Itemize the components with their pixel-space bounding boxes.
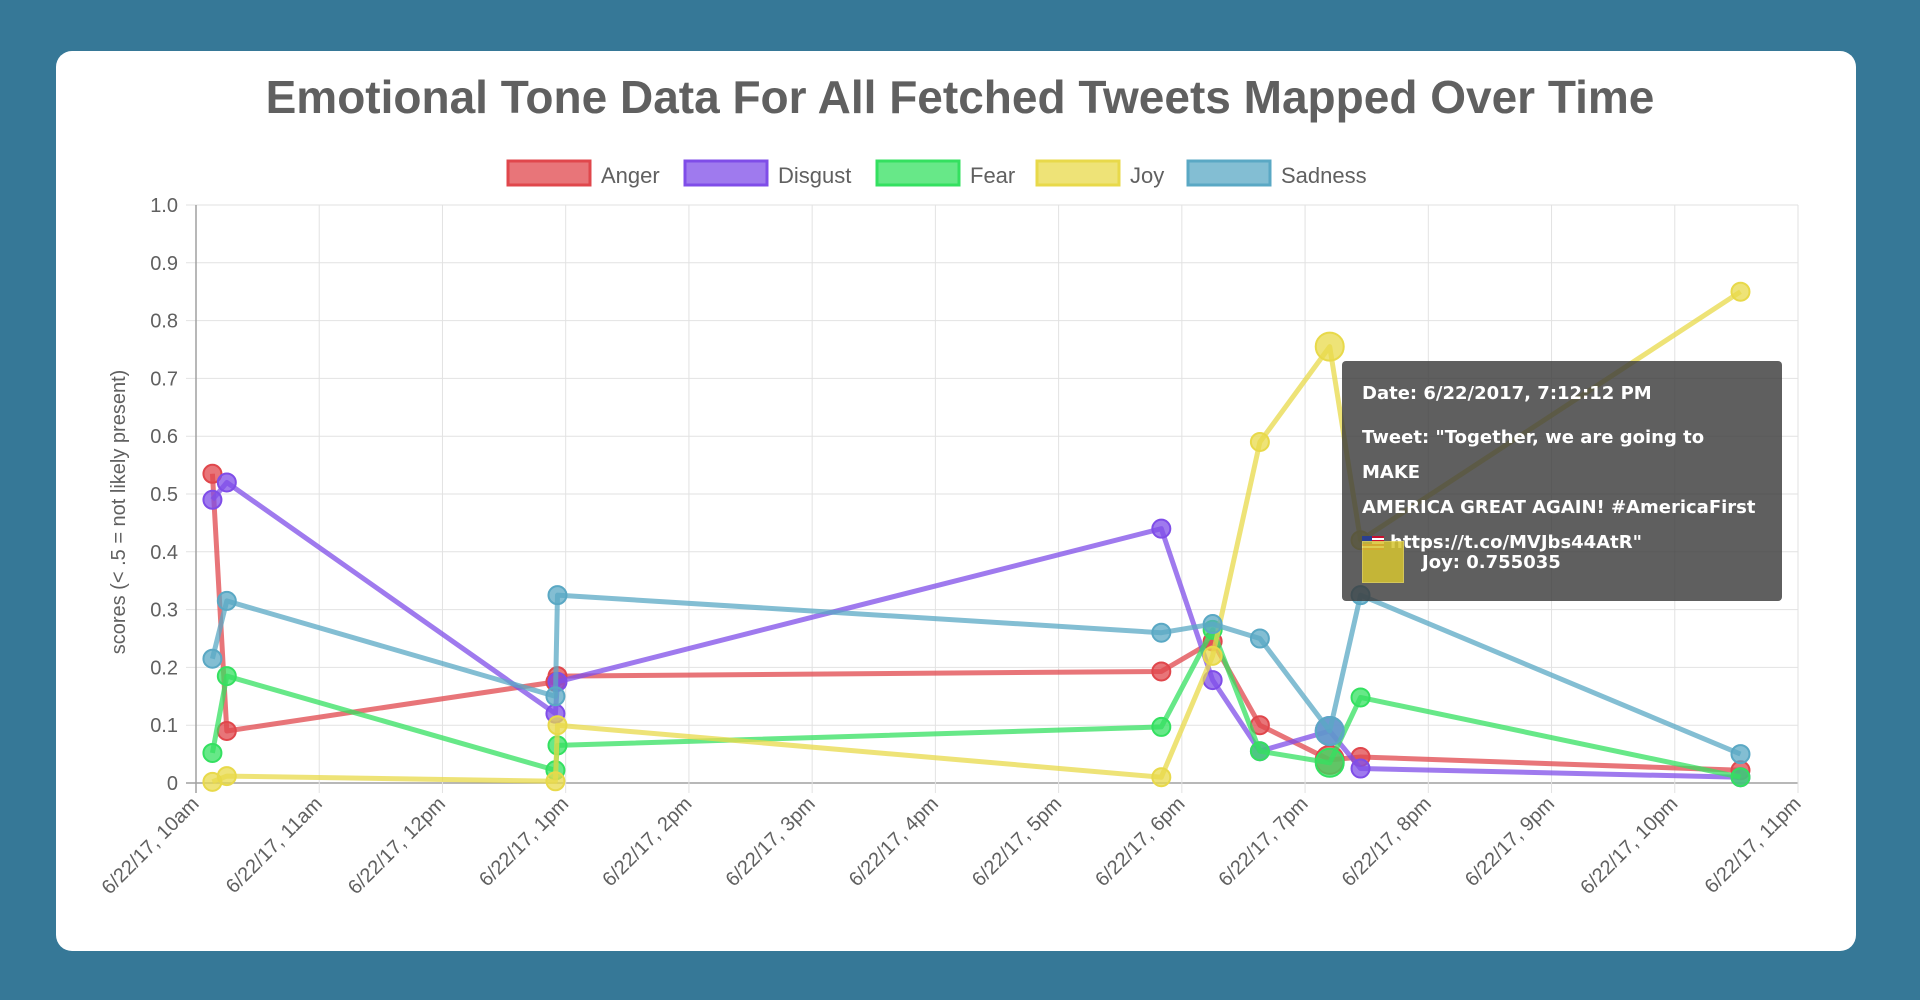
data-point[interactable] [1350,758,1371,779]
data-point[interactable] [202,489,223,510]
legend-swatch [506,159,592,187]
x-tick-label: 6/22/17, 3pm [722,793,820,891]
tooltip-link: https://t.co/MVJbs44AtR" [1390,532,1642,553]
y-tick-label: 0.7 [150,368,178,390]
data-point[interactable] [545,771,566,792]
chart-title: Emotional Tone Data For All Fetched Twee… [265,71,1655,123]
data-point[interactable] [1249,741,1270,762]
x-tick-label: 6/22/17, 10pm [1576,793,1682,899]
tooltip-date: Date: 6/22/2017, 7:12:12 PM [1362,383,1652,404]
chart-legend[interactable]: Anger Disgust Fear Joy Sadness [506,159,1367,188]
legend-item-sadness[interactable]: Sadness [1186,159,1367,188]
series-line [210,479,1741,780]
series-sadness[interactable] [202,585,1751,765]
data-point[interactable] [1249,431,1270,452]
tooltip-tweet: Tweet: "Together, we are going to MAKE A… [1362,427,1756,518]
data-point[interactable] [1314,747,1345,778]
legend-swatch [683,159,769,187]
data-point[interactable] [1730,744,1751,765]
x-tick-label: 6/22/17, 4pm [845,793,943,891]
data-point[interactable] [1730,281,1751,302]
data-point[interactable] [202,463,223,484]
y-tick-label: 0.9 [150,253,178,275]
data-point[interactable] [1249,628,1270,649]
legend-item-joy[interactable]: Joy [1035,159,1164,188]
legend-label: Joy [1130,163,1164,188]
legend-label: Fear [970,163,1015,188]
y-tick-label: 0.2 [150,657,178,679]
y-tick-label: 0.8 [150,311,178,333]
x-tick-label: 6/22/17, 9pm [1461,793,1559,891]
data-point[interactable] [1151,622,1172,643]
series-line [209,473,1741,773]
x-tick-label: 6/22/17, 12pm [344,793,450,899]
data-point[interactable] [216,766,237,787]
y-tick-label: 1.0 [150,195,178,217]
data-point[interactable] [216,720,237,741]
data-point[interactable] [1202,614,1223,635]
x-tick-label: 6/22/17, 10am [98,793,204,899]
legend-item-fear[interactable]: Fear [875,159,1015,188]
legend-swatch [1186,159,1272,187]
x-tick-label: 6/22/17, 11am [222,793,327,898]
x-tick-label: 6/22/17, 1pm [475,793,573,891]
legend-item-anger[interactable]: Anger [506,159,660,188]
data-tooltip: Date: 6/22/2017, 7:12:12 PM Tweet: "Toge… [1342,361,1782,601]
data-point[interactable] [202,648,223,669]
y-tick-label: 0 [167,773,178,795]
tooltip-swatch [1362,541,1404,583]
data-point[interactable] [545,686,566,707]
data-point[interactable] [1202,645,1223,666]
x-tick-label: 6/22/17, 6pm [1091,793,1189,891]
data-point[interactable] [1151,518,1172,539]
y-tick-label: 0.3 [150,600,178,622]
data-point[interactable] [1314,715,1345,746]
data-point[interactable] [1151,767,1172,788]
tooltip-value: Joy: 0.755035 [1422,551,1561,573]
data-point[interactable] [1151,661,1172,682]
data-point[interactable] [1151,716,1172,737]
data-point[interactable] [216,666,237,687]
data-point[interactable] [547,585,568,606]
x-tick-label: 6/22/17, 11pm [1701,793,1806,898]
data-point[interactable] [216,472,237,493]
x-tick-label: 6/22/17, 7pm [1215,793,1313,891]
y-tick-label: 0.5 [150,484,178,506]
legend-label: Anger [601,163,660,188]
legend-item-disgust[interactable]: Disgust [683,159,851,188]
y-tick-label: 0.4 [150,542,178,564]
data-point[interactable] [547,715,568,736]
y-tick-label: 0.1 [150,715,178,737]
legend-swatch [875,159,961,187]
series-line [209,627,1742,780]
y-tick-label: 0.6 [150,426,178,448]
series-line [210,592,1742,757]
data-point[interactable] [216,590,237,611]
legend-swatch [1035,159,1121,187]
x-tick-label: 6/22/17, 8pm [1338,793,1436,891]
data-point[interactable] [1314,331,1345,362]
x-tick-label: 6/22/17, 2pm [598,793,696,891]
data-point[interactable] [202,742,223,763]
legend-label: Disgust [778,163,851,188]
data-point[interactable] [1350,687,1371,708]
x-tick-label: 6/22/17, 5pm [968,793,1066,891]
legend-label: Sadness [1281,163,1367,188]
data-point[interactable] [1730,767,1751,788]
y-axis-label: scores (< .5 = not likely present) [108,370,130,655]
